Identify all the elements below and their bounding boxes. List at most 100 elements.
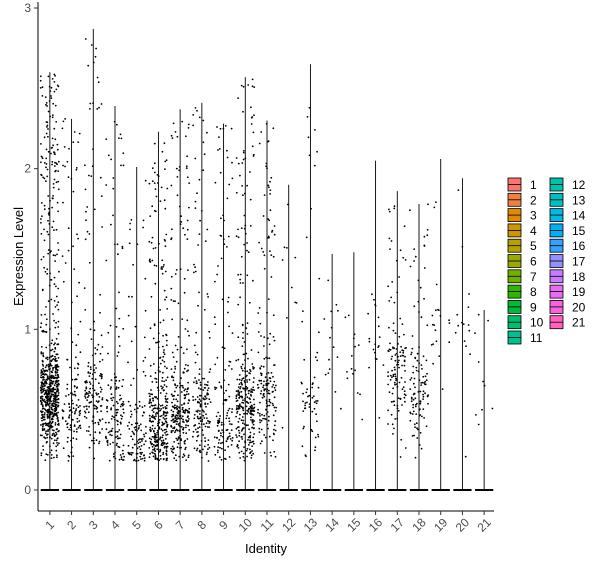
data-point: [427, 402, 429, 405]
data-point: [422, 393, 424, 396]
data-point: [43, 416, 45, 418]
data-point: [53, 81, 56, 83]
data-point: [143, 457, 146, 459]
data-point: [272, 375, 274, 378]
data-point: [54, 388, 57, 391]
data-point: [128, 453, 131, 455]
data-point: [390, 296, 393, 299]
data-point: [250, 349, 253, 351]
data-point: [170, 299, 173, 301]
data-point: [221, 298, 224, 301]
data-point: [246, 333, 249, 335]
data-point: [155, 378, 158, 380]
data-point: [313, 376, 316, 379]
data-point: [100, 195, 103, 198]
data-point: [151, 424, 154, 427]
data-point: [53, 429, 55, 432]
data-point: [313, 401, 316, 404]
data-point: [423, 267, 426, 269]
data-point: [39, 87, 42, 89]
data-point: [75, 344, 78, 347]
data-point: [70, 327, 73, 329]
data-point: [131, 430, 134, 433]
data-point: [98, 440, 101, 443]
data-point: [314, 446, 317, 449]
data-point: [118, 137, 120, 140]
data-point: [57, 332, 60, 335]
data-point: [253, 420, 256, 422]
data-point: [456, 313, 459, 316]
data-point: [46, 417, 49, 419]
data-point: [316, 400, 319, 402]
data-point: [354, 369, 356, 372]
y-axis-title: Expression Level: [11, 207, 26, 306]
data-point: [157, 410, 160, 412]
data-point: [158, 242, 160, 245]
data-point: [188, 429, 191, 431]
data-point: [327, 372, 330, 374]
data-point: [238, 429, 240, 432]
data-point: [131, 452, 134, 454]
data-point: [87, 365, 90, 368]
data-point: [51, 393, 54, 396]
data-point: [222, 127, 225, 130]
data-point: [91, 439, 93, 442]
data-point: [71, 446, 73, 449]
data-point: [89, 102, 92, 105]
data-point: [137, 459, 140, 462]
data-point: [415, 422, 418, 425]
data-point: [217, 446, 220, 448]
data-point: [188, 182, 191, 185]
data-point: [122, 152, 125, 155]
data-point: [110, 408, 112, 411]
data-point: [239, 395, 242, 398]
data-point: [133, 458, 136, 461]
data-point: [377, 325, 380, 328]
data-point: [260, 382, 263, 385]
data-point: [394, 354, 397, 356]
data-point: [162, 410, 165, 413]
data-point: [55, 449, 58, 452]
data-point: [92, 384, 94, 387]
data-point: [260, 379, 263, 382]
data-point: [77, 237, 79, 240]
x-tick-label: 15: [344, 515, 364, 535]
data-point: [97, 423, 100, 426]
data-point: [53, 350, 56, 353]
data-point: [150, 443, 153, 446]
data-point: [41, 391, 43, 394]
data-point: [192, 435, 194, 438]
data-point: [218, 148, 221, 150]
data-point: [57, 249, 60, 251]
data-point: [40, 374, 43, 376]
data-point: [57, 411, 59, 414]
data-point: [251, 406, 254, 408]
data-point: [242, 85, 245, 88]
violin-17: [387, 191, 407, 491]
data-point: [75, 428, 78, 430]
legend-item-11: 11: [507, 330, 543, 345]
data-point: [56, 364, 59, 367]
data-point: [148, 240, 151, 243]
data-point: [226, 156, 229, 159]
data-point: [68, 416, 70, 418]
data-point: [208, 371, 211, 373]
data-point: [55, 428, 58, 431]
data-point: [154, 396, 157, 399]
data-point: [51, 137, 54, 140]
data-point: [410, 351, 413, 354]
data-point: [252, 386, 255, 389]
data-point: [111, 399, 113, 402]
data-point: [106, 410, 109, 413]
data-point: [253, 406, 256, 409]
data-point: [230, 368, 233, 370]
data-point: [417, 300, 420, 303]
data-point: [44, 422, 47, 425]
data-point: [52, 400, 55, 402]
data-point: [317, 386, 320, 389]
data-point: [46, 413, 49, 416]
data-point: [74, 378, 76, 381]
data-point: [203, 308, 206, 311]
data-point: [388, 237, 391, 240]
data-point: [397, 409, 400, 412]
